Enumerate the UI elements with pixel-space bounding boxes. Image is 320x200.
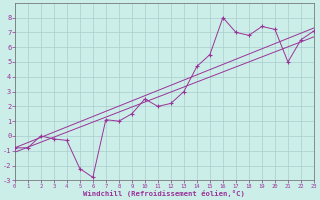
X-axis label: Windchill (Refroidissement éolien,°C): Windchill (Refroidissement éolien,°C) (84, 190, 245, 197)
